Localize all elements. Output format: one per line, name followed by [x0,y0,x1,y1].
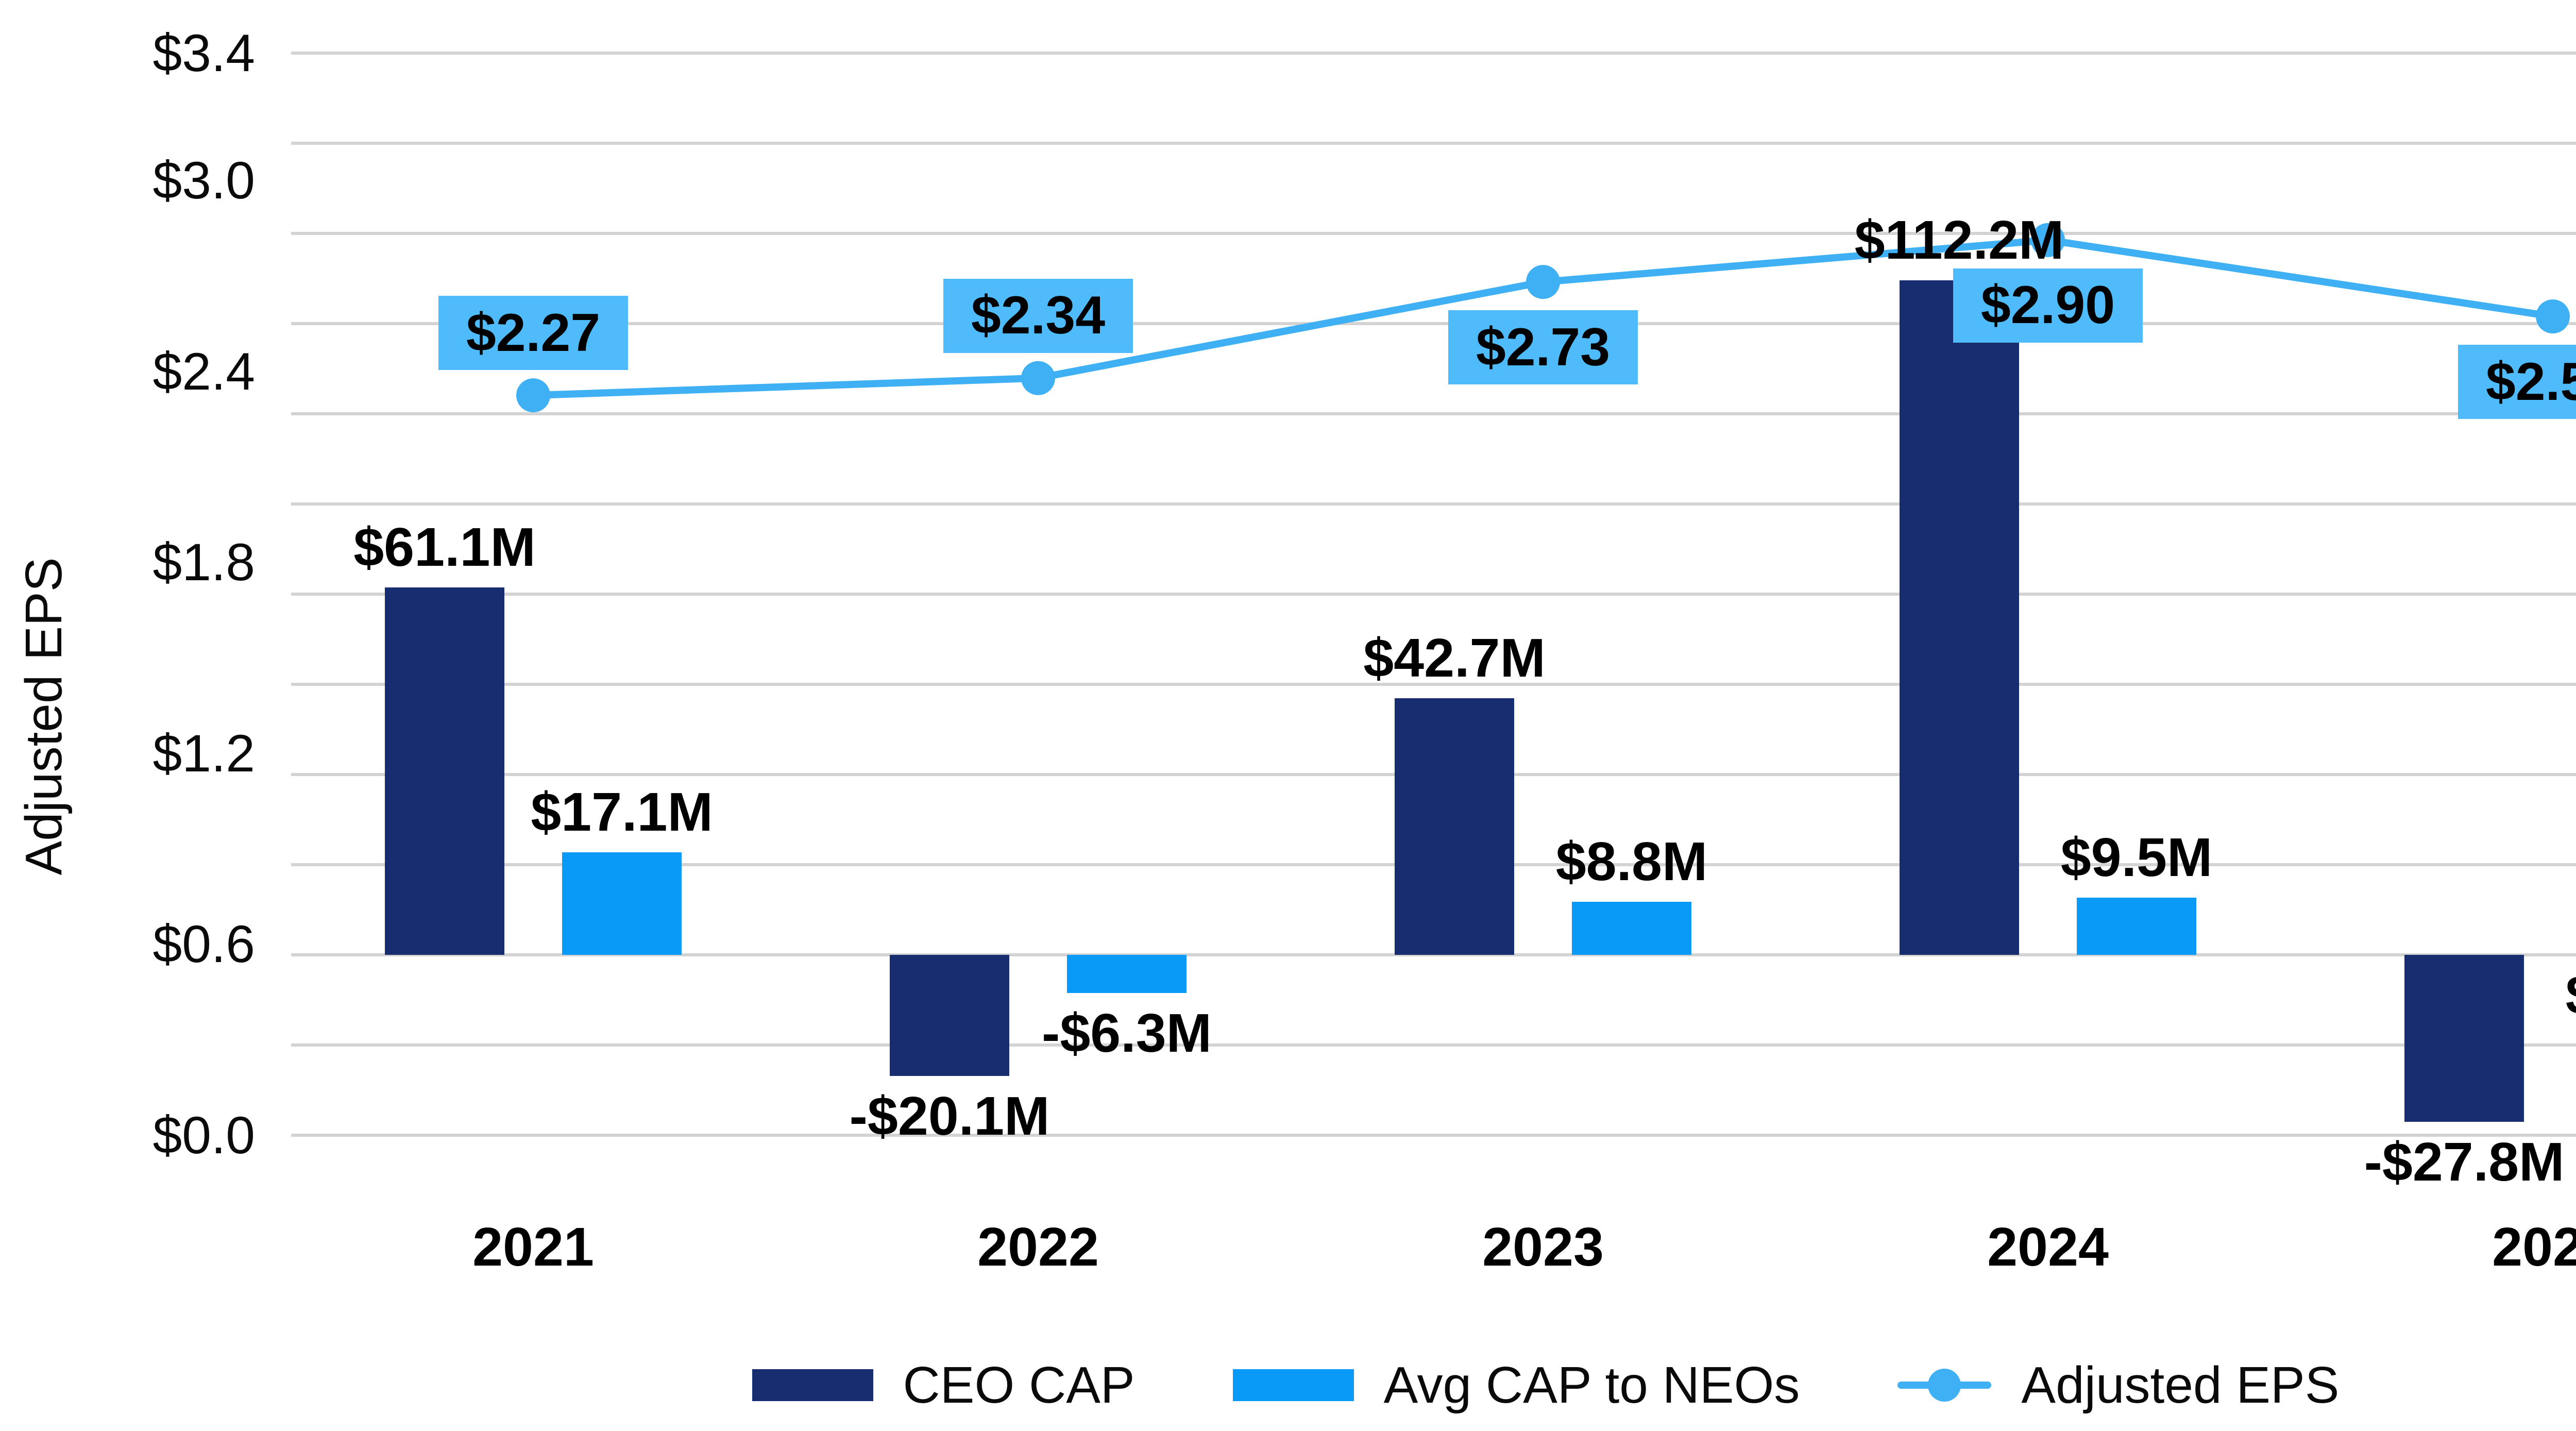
legend-swatch-avg-cap-to-neos [1232,1369,1354,1401]
bar-ceo-cap-2025 [2404,955,2524,1122]
bar-value-label: $9.5M [2060,827,2213,888]
bar-value-label: -$27.8M [2364,1132,2565,1193]
y-axis-tick-left: $0.6 [152,915,255,974]
bar-value-label: $112.2M [1854,210,2064,271]
gridline [291,412,2576,415]
gridline [291,1043,2576,1047]
bar-avg-cap-to-neos-2022 [1067,955,1187,993]
bar-value-label: -$6.3M [1042,1002,1212,1064]
legend: CEO CAP Avg CAP to NEOs Adjusted EPS [0,1349,2576,1421]
bar-ceo-cap-2024 [1900,280,2019,955]
bar-ceo-cap-2023 [1395,698,1514,955]
eps-value-label-2022: $2.34 [943,278,1133,353]
eps-value-label-2023: $2.73 [1448,310,1638,385]
x-axis-label-2021: 2021 [472,1217,594,1277]
bar-value-label: $8.8M [1555,831,1708,893]
gridline [291,232,2576,235]
gridline [291,142,2576,145]
x-axis-label-2025: 2025 [2492,1217,2576,1277]
y-axis-tick-left: $0.0 [152,1106,255,1165]
bar-ceo-cap-2022 [890,955,1009,1076]
gridline [291,593,2576,596]
legend-item-avg-cap-to-neos: Avg CAP to NEOs [1232,1354,1800,1416]
x-axis-label-2024: 2024 [1987,1217,2109,1277]
bar-value-label: $61.1M [353,517,536,578]
x-axis-label-2023: 2023 [1482,1217,1604,1277]
eps-value-label-2025: $2.59 [2458,345,2576,419]
x-axis-label-2022: 2022 [977,1217,1099,1277]
gridline [291,1134,2576,1137]
bar-ceo-cap-2021 [385,587,504,955]
y-axis-tick-left: $3.4 [152,24,255,82]
bar-avg-cap-to-neos-2023 [1572,902,1691,955]
bar-value-label: $17.1M [531,781,713,843]
legend-line-marker-icon [1897,1369,1992,1402]
gridline [291,502,2576,506]
eps-marker-2025 [2536,299,2570,334]
y-axis-tick-left: $1.8 [152,533,255,592]
legend-swatch-ceo-cap [752,1369,873,1401]
bar-avg-cap-to-neos-2024 [2077,898,2196,955]
gridline [291,683,2576,686]
y-axis-tick-left: $1.2 [152,723,255,783]
eps-value-label-2021: $2.27 [438,296,628,371]
gridline [291,953,2576,956]
gridline [291,52,2576,55]
bar-value-label: $0.8M [2477,963,2576,1027]
legend-label-avg-cap-to-neos: Avg CAP to NEOs [1383,1356,1800,1414]
legend-label-adjusted-eps: Adjusted EPS [2021,1356,2340,1414]
legend-item-adjusted-eps: Adjusted EPS [1897,1354,2339,1416]
bar-avg-cap-to-neos-2021 [562,852,682,955]
y-axis-tick-left: $2.4 [152,342,255,401]
eps-value-label-2024: $2.90 [1953,268,2143,343]
y-axis-tick-left: $3.0 [152,151,255,210]
eps-marker-2022 [1021,361,1055,395]
eps-marker-2021 [516,378,550,413]
gridline [291,322,2576,325]
bar-value-label: -$20.1M [849,1085,1050,1147]
eps-marker-2024 [2031,223,2065,257]
legend-item-ceo-cap: CEO CAP [752,1354,1135,1416]
eps-marker-2023 [1526,265,1560,299]
legend-line-dot [1928,1369,1961,1402]
bar-value-label: $42.7M [1363,627,1546,688]
legend-label-ceo-cap: CEO CAP [903,1356,1135,1414]
